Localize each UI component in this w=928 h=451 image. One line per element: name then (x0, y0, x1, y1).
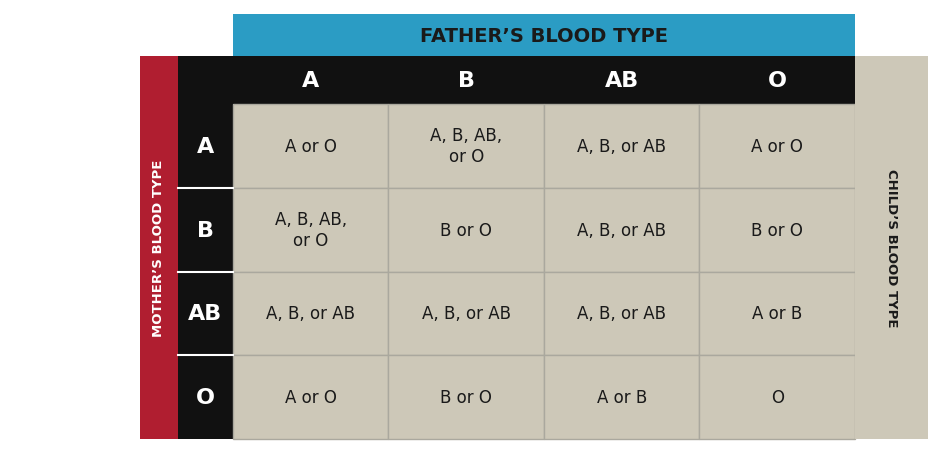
FancyBboxPatch shape (544, 355, 699, 439)
Text: B or O: B or O (440, 388, 492, 406)
FancyBboxPatch shape (699, 105, 854, 189)
FancyBboxPatch shape (388, 189, 544, 272)
FancyBboxPatch shape (388, 355, 544, 439)
Text: A, B, AB,
or O: A, B, AB, or O (275, 211, 346, 249)
Text: A: A (302, 71, 319, 91)
FancyBboxPatch shape (140, 57, 178, 439)
Text: O: O (196, 387, 214, 407)
Text: AB: AB (188, 304, 223, 324)
FancyBboxPatch shape (544, 105, 699, 189)
Text: A, B, or AB: A, B, or AB (576, 221, 665, 239)
FancyBboxPatch shape (854, 57, 928, 439)
Text: MOTHER’S BLOOD TYPE: MOTHER’S BLOOD TYPE (152, 160, 165, 336)
FancyBboxPatch shape (233, 15, 854, 57)
FancyBboxPatch shape (699, 355, 854, 439)
Text: A or O: A or O (285, 138, 336, 156)
Text: A: A (197, 137, 213, 156)
Text: B or O: B or O (751, 221, 803, 239)
FancyBboxPatch shape (544, 189, 699, 272)
Text: A, B, or AB: A, B, or AB (421, 305, 510, 322)
Text: O: O (767, 71, 786, 91)
Text: A or O: A or O (285, 388, 336, 406)
Text: A, B, or AB: A, B, or AB (266, 305, 354, 322)
Text: A, B, or AB: A, B, or AB (576, 138, 665, 156)
FancyBboxPatch shape (544, 272, 699, 355)
FancyBboxPatch shape (388, 272, 544, 355)
FancyBboxPatch shape (233, 189, 388, 272)
FancyBboxPatch shape (388, 105, 544, 189)
FancyBboxPatch shape (699, 272, 854, 355)
Text: B: B (197, 220, 213, 240)
Text: A or O: A or O (751, 138, 803, 156)
Text: O: O (770, 388, 783, 406)
Text: B or O: B or O (440, 221, 492, 239)
FancyBboxPatch shape (233, 272, 388, 355)
Text: B: B (458, 71, 474, 91)
Text: A or B: A or B (596, 388, 646, 406)
Text: FATHER’S BLOOD TYPE: FATHER’S BLOOD TYPE (419, 27, 667, 46)
FancyBboxPatch shape (233, 355, 388, 439)
Text: CHILD’S BLOOD TYPE: CHILD’S BLOOD TYPE (884, 169, 897, 327)
FancyBboxPatch shape (699, 189, 854, 272)
Text: AB: AB (604, 71, 638, 91)
FancyBboxPatch shape (178, 57, 854, 105)
Text: A, B, AB,
or O: A, B, AB, or O (430, 127, 502, 166)
Text: A, B, or AB: A, B, or AB (576, 305, 665, 322)
FancyBboxPatch shape (178, 105, 233, 439)
FancyBboxPatch shape (233, 105, 388, 189)
Text: A or B: A or B (752, 305, 802, 322)
